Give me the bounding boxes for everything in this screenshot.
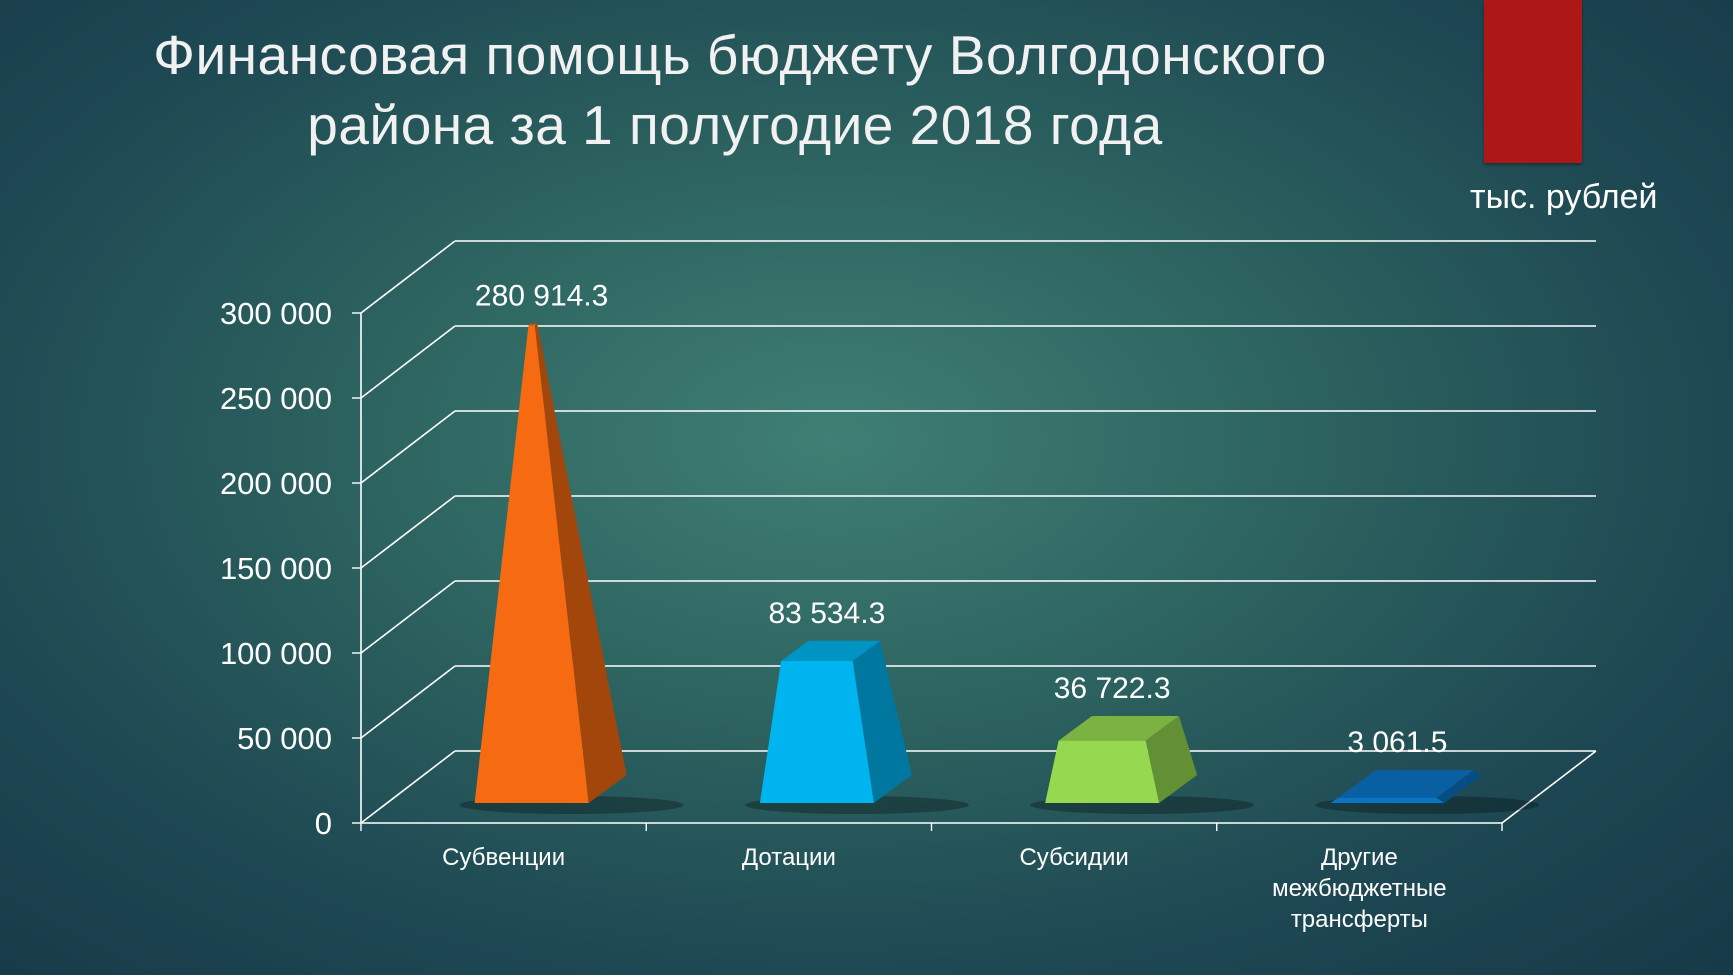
bar <box>1330 797 1445 803</box>
bar-top <box>1338 770 1475 798</box>
side-grid-line <box>360 750 456 824</box>
side-grid-line <box>360 495 456 569</box>
y-tick-label: 150 000 <box>220 551 332 586</box>
bar-side <box>1145 715 1198 803</box>
side-grid-line <box>360 325 456 399</box>
title-line-1: Финансовая помощь бюджету Волгодонского <box>153 24 1327 86</box>
y-tick-label: 50 000 <box>237 721 332 756</box>
data-label: 3 061.5 <box>1347 726 1447 759</box>
bar-side <box>1436 770 1483 803</box>
bar-top <box>781 640 881 661</box>
y-tick-label: 250 000 <box>220 381 332 416</box>
floor-edge <box>1501 750 1597 824</box>
bar <box>474 325 589 803</box>
title-line-2: района за 1 полугодие 2018 года <box>307 94 1163 156</box>
bar-side <box>534 323 627 803</box>
bar <box>759 660 874 803</box>
y-tick-label: 200 000 <box>220 466 332 501</box>
category-label: трансферты <box>1291 906 1428 933</box>
bar-side <box>852 640 912 803</box>
data-label: 83 534.3 <box>768 597 885 630</box>
slide-title: Финансовая помощь бюджету Волгодонского … <box>30 20 1450 160</box>
accent-bar <box>1484 0 1582 163</box>
bar-top <box>528 323 538 326</box>
side-grid-line <box>360 410 456 484</box>
category-label: Другие <box>1321 844 1398 871</box>
bar-top <box>1058 715 1179 741</box>
y-tick-label: 0 <box>315 806 332 841</box>
category-label: Субвенции <box>442 844 565 871</box>
bar <box>1045 740 1160 803</box>
side-grid-line <box>360 240 456 314</box>
y-tick-label: 100 000 <box>220 636 332 671</box>
data-label: 36 722.3 <box>1054 672 1171 705</box>
y-tick-label: 300 000 <box>220 296 332 331</box>
side-grid-line <box>360 580 456 654</box>
unit-label: тыс. рублей <box>1470 178 1658 216</box>
category-label: межбюджетные <box>1272 875 1447 902</box>
side-grid-line <box>360 665 456 739</box>
category-label: Субсидии <box>1019 844 1128 871</box>
category-label: Дотации <box>742 844 836 871</box>
data-label: 280 914.3 <box>475 280 608 313</box>
